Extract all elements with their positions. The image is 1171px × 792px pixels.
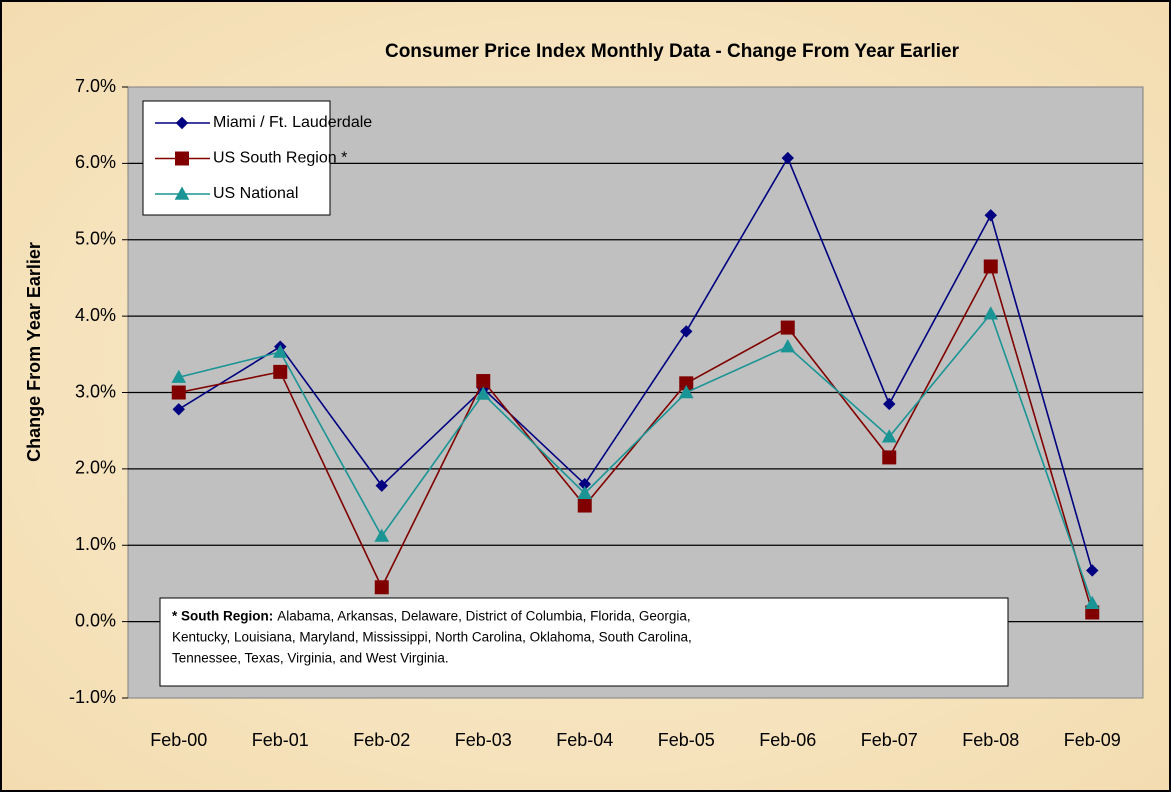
marker (171, 369, 187, 383)
x-tick-label: Feb-09 (1064, 730, 1121, 750)
marker (577, 485, 593, 500)
marker (374, 528, 390, 542)
x-tick-label: Feb-01 (252, 730, 309, 750)
legend-marker (175, 151, 189, 166)
series-line (178, 312, 1094, 604)
x-tick-label: Feb-06 (759, 730, 816, 750)
marker (984, 209, 997, 222)
note-text: Alabama, Arkansas, Delaware, District of… (277, 609, 690, 624)
legend-marker (174, 186, 190, 200)
x-tick-label: Feb-02 (353, 730, 410, 750)
marker (882, 450, 897, 465)
marker (475, 386, 491, 400)
x-tick-label: Feb-04 (556, 730, 613, 750)
y-tick-label: 4.0% (75, 305, 116, 325)
y-tick-label: 5.0% (75, 229, 116, 249)
y-tick-label: -1.0% (69, 687, 116, 707)
marker (680, 325, 693, 338)
marker (374, 580, 389, 595)
marker (1084, 595, 1100, 609)
marker (1086, 564, 1099, 577)
marker (272, 344, 288, 358)
marker (780, 320, 795, 335)
marker (476, 374, 491, 389)
legend: Miami / Ft. Lauderdale US South Region * U… (142, 100, 372, 216)
note-box (159, 597, 1009, 687)
marker (983, 306, 999, 320)
y-tick-label: 1.0% (75, 534, 116, 554)
chart-title: Consumer Price Index Monthly Data - Chan… (385, 41, 960, 62)
x-tick-label: Feb-03 (455, 730, 512, 750)
y-tick-label: 6.0% (75, 152, 116, 172)
y-axis-label: Change From Year Earlier (24, 242, 44, 462)
y-tick-label: 3.0% (75, 381, 116, 401)
marker (780, 339, 796, 353)
marker (781, 151, 794, 165)
marker (171, 385, 186, 400)
series-line (178, 264, 1094, 613)
series-line (178, 156, 1094, 571)
legend-label: Miami / Ft. Lauderdale (213, 114, 372, 131)
marker (172, 403, 185, 416)
x-tick-label: Feb-08 (962, 730, 1019, 750)
note-label: * South Region: (172, 609, 273, 624)
x-tick-label: Feb-07 (861, 730, 918, 750)
marker (883, 397, 896, 411)
legend-label: US National (213, 185, 298, 202)
legend-label: US South Region * (213, 150, 347, 167)
x-tick-label: Feb-05 (658, 730, 715, 750)
marker (273, 364, 288, 379)
legend-marker (175, 116, 189, 130)
marker (678, 384, 694, 399)
marker (983, 259, 998, 274)
note-text: Kentucky, Louisiana, Maryland, Mississip… (172, 630, 692, 645)
y-tick-label: 7.0% (75, 76, 116, 96)
y-tick-label: 0.0% (75, 610, 116, 630)
y-tick-label: 2.0% (75, 458, 116, 478)
marker (881, 429, 897, 443)
note-text: Tennessee, Texas, Virginia, and West Vir… (172, 651, 449, 666)
marker (577, 498, 592, 513)
x-tick-label: Feb-00 (150, 730, 207, 750)
marker (375, 479, 388, 492)
